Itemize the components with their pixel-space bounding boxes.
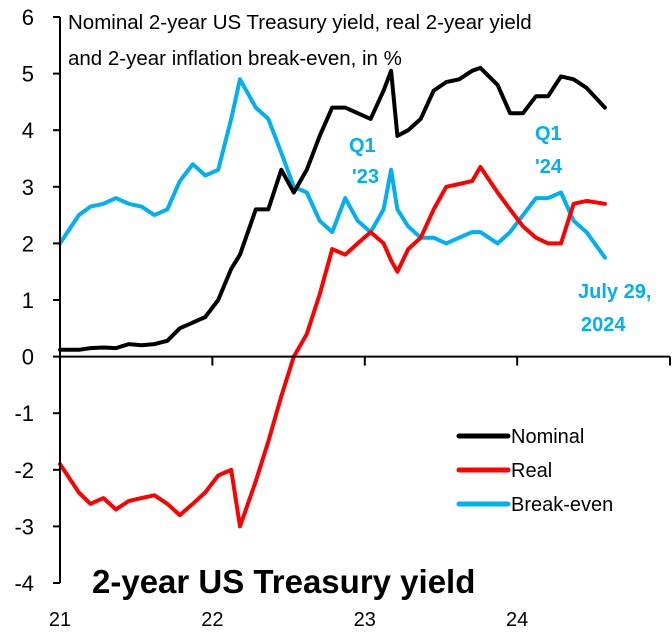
annotation-q1-23-line-1: Q1 xyxy=(349,135,376,157)
chart-title: 2-year US Treasury yield xyxy=(92,563,475,600)
y-tick-label: -3 xyxy=(14,514,34,539)
annotation-date-line-1: July 29, xyxy=(578,281,651,303)
annotation-q1-24-line-1: Q1 xyxy=(535,123,562,145)
annotation-q1-23-line-2: '23 xyxy=(352,166,379,188)
series-layer xyxy=(58,65,607,529)
y-tick-label: 0 xyxy=(22,345,34,370)
legend-label-break-even: Break-even xyxy=(511,494,613,516)
y-tick-label: 2 xyxy=(22,231,34,256)
y-tick-label: -2 xyxy=(14,458,34,483)
x-tick-label: 21 xyxy=(49,609,71,631)
chart-subtitle-line-1: Nominal 2-year US Treasury yield, real 2… xyxy=(68,11,532,34)
legend-label-real: Real xyxy=(511,460,552,482)
series-line-break-even xyxy=(58,77,607,260)
x-tick-label: 24 xyxy=(506,609,528,631)
y-tick-label: 4 xyxy=(22,118,34,143)
y-tick-label: 5 xyxy=(22,62,34,87)
y-tick-label: -1 xyxy=(14,401,34,426)
y-tick-label: 1 xyxy=(22,288,34,313)
annotation-date-line-2: 2024 xyxy=(581,314,626,336)
x-tick-label: 22 xyxy=(201,609,223,631)
y-tick-label: 6 xyxy=(22,5,34,30)
legend: Nominal Real Break-even xyxy=(456,426,613,516)
chart-subtitle-line-2: and 2-year inflation break-even, in % xyxy=(68,47,402,70)
legend-label-nominal: Nominal xyxy=(511,426,584,448)
series-line-nominal xyxy=(58,65,607,352)
y-tick-label: 3 xyxy=(22,175,34,200)
series-line-real xyxy=(58,165,607,529)
y-tick-label: -4 xyxy=(14,571,34,596)
annotation-q1-24-line-2: '24 xyxy=(535,156,563,178)
x-tick-label: 23 xyxy=(354,609,376,631)
